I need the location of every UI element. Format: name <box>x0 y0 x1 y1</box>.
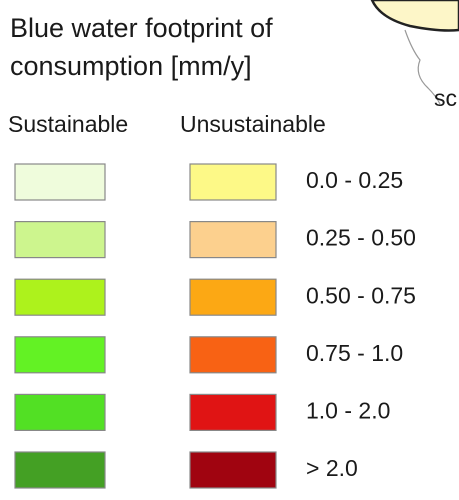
unsustainable-swatch <box>189 278 277 316</box>
unsustainable-swatch <box>189 221 277 259</box>
range-label: 0.75 - 1.0 <box>306 340 403 366</box>
sustainable-swatch <box>14 163 106 201</box>
column-header: Unsustainable <box>180 111 326 137</box>
range-label: 1.0 - 2.0 <box>306 397 390 423</box>
unsustainable-swatch <box>189 336 277 374</box>
sustainable-swatch <box>14 393 106 431</box>
sustainable-swatch <box>14 221 106 259</box>
unsustainable-swatch <box>189 163 277 201</box>
map-fragment <box>370 0 459 32</box>
map-label: sc <box>434 85 457 111</box>
sustainable-swatch <box>14 336 106 374</box>
range-label: 0.50 - 0.75 <box>306 282 416 308</box>
range-label: > 2.0 <box>306 455 358 481</box>
legend-title: Blue water footprint of <box>10 13 273 43</box>
unsustainable-swatch <box>189 393 277 431</box>
sustainable-swatch <box>14 451 106 489</box>
map-coastline <box>404 29 441 105</box>
sustainable-swatch <box>14 278 106 316</box>
legend-title: consumption [mm/y] <box>10 51 252 81</box>
unsustainable-swatch <box>189 451 277 489</box>
range-label: 0.0 - 0.25 <box>306 167 403 193</box>
column-header: Sustainable <box>8 111 128 137</box>
range-label: 0.25 - 0.50 <box>306 225 416 251</box>
